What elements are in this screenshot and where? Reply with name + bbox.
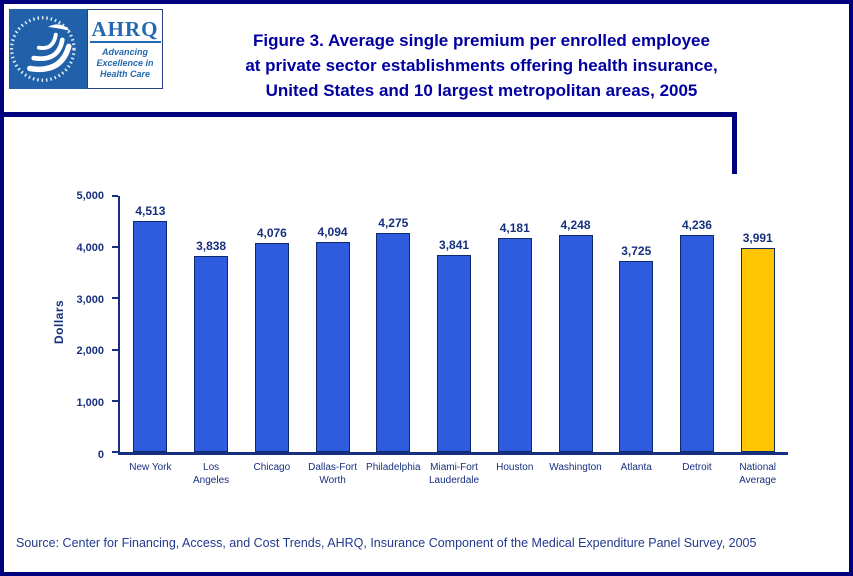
bar — [194, 255, 229, 452]
y-axis-tick-labels: 0 1,000 2,000 3,000 4,000 5,000 — [52, 190, 114, 461]
y-tick-label: 0 — [97, 449, 104, 461]
y-tick-mark — [112, 297, 118, 300]
plot-area: 4,513 New York 3,838 Los Angeles 4,076 Chicag… — [112, 195, 788, 487]
bar-value-label: 4,275 — [378, 216, 409, 231]
y-tick-label: 5,000 — [76, 190, 104, 202]
bar-category-label: National Average — [739, 462, 777, 486]
hhs-logo — [9, 9, 87, 89]
bar-value-label: 4,236 — [681, 218, 712, 233]
bar-category-label: Atlanta — [620, 462, 652, 473]
bar-value-label: 4,181 — [499, 220, 530, 235]
header-divider-horizontal — [4, 112, 737, 117]
bar-group: 4,513 New York — [120, 196, 181, 473]
y-tick-label: 2,000 — [76, 345, 104, 358]
bar — [133, 220, 168, 452]
bar-group: 4,181 Houston — [484, 196, 545, 473]
bar — [254, 243, 289, 452]
bars: 4,513 New York 3,838 Los Angeles 4,076 Chicag… — [120, 196, 788, 487]
bar-group: 4,275 Philadelphia — [363, 196, 424, 473]
bar-value-label: 4,513 — [135, 203, 166, 218]
figure-title-line: Figure 3. Average single premium per enr… — [253, 31, 710, 50]
bar-category-label: Miami-Fort Lauderdale — [429, 462, 480, 486]
ahrq-tagline-line: Health Care — [99, 68, 150, 79]
y-tick-mark — [112, 246, 118, 249]
bar-category-label: Chicago — [253, 462, 291, 473]
y-tick-mark — [112, 399, 118, 402]
ahrq-logo-acronym: AHRQ — [89, 16, 161, 43]
bar-group: 3,841 Miami-Fort Lauderdale — [424, 196, 485, 486]
bar-group: 4,094 Dallas-Fort Worth — [302, 196, 363, 486]
bar-value-label: 4,076 — [256, 226, 287, 241]
bar — [315, 242, 350, 452]
bar-value-label: 4,248 — [560, 217, 591, 232]
bar-category-label: Detroit — [682, 462, 712, 473]
bar-value-label: 3,841 — [439, 238, 470, 253]
y-tick-label: 4,000 — [76, 241, 104, 254]
y-tick-label: 1,000 — [76, 397, 104, 410]
header-divider-vertical — [732, 112, 737, 174]
y-tick-label: 3,000 — [76, 293, 104, 306]
bar-group: 3,725 Atlanta — [606, 196, 667, 473]
ahrq-tagline-line: Excellence in — [96, 57, 154, 68]
bar-value-label: 4,094 — [317, 225, 348, 240]
bar-category-label: Houston — [496, 462, 534, 473]
bar-group: 4,236 Detroit — [667, 196, 728, 473]
bar — [619, 261, 654, 452]
bar-category-label: Los Angeles — [193, 462, 230, 486]
bar — [558, 234, 593, 452]
bar-value-label: 3,991 — [742, 230, 773, 245]
bar — [376, 233, 411, 452]
ahrq-logo: AHRQ Advancing Excellence in Health Care — [87, 9, 163, 89]
bar — [679, 235, 714, 452]
bar — [437, 255, 472, 452]
bar-group: 4,248 Washington — [545, 196, 606, 473]
bar-value-label: 3,725 — [621, 244, 652, 259]
bar-group: 3,838 Los Angeles — [181, 196, 242, 487]
bar-group: 3,991 National Average — [727, 196, 788, 486]
y-tick-mark — [112, 348, 118, 351]
bar-category-label: Dallas-Fort Worth — [308, 462, 358, 486]
bar-category-label: New York — [129, 462, 172, 473]
logo-group: AHRQ Advancing Excellence in Health Care — [9, 9, 163, 89]
ahrq-tagline-line: Advancing — [101, 46, 148, 57]
hhs-eagle-icon — [9, 10, 87, 88]
figure-title: Figure 3. Average single premium per enr… — [164, 28, 799, 103]
figure-title-line: United States and 10 largest metropolita… — [265, 81, 698, 100]
figure-title-line: at private sector establishments offerin… — [245, 56, 718, 75]
bar-category-label: Washington — [549, 462, 602, 473]
ahrq-logo-tagline: Advancing Excellence in Health Care — [96, 47, 153, 80]
y-tick-mark — [112, 195, 118, 197]
bar-group: 4,076 Chicago — [241, 196, 302, 473]
y-tick-mark — [112, 451, 118, 453]
source-note: Source: Center for Financing, Access, an… — [16, 536, 757, 550]
bar — [497, 237, 532, 452]
bar-value-label: 3,838 — [196, 238, 227, 253]
bar — [740, 247, 775, 452]
bar-category-label: Philadelphia — [366, 462, 421, 473]
